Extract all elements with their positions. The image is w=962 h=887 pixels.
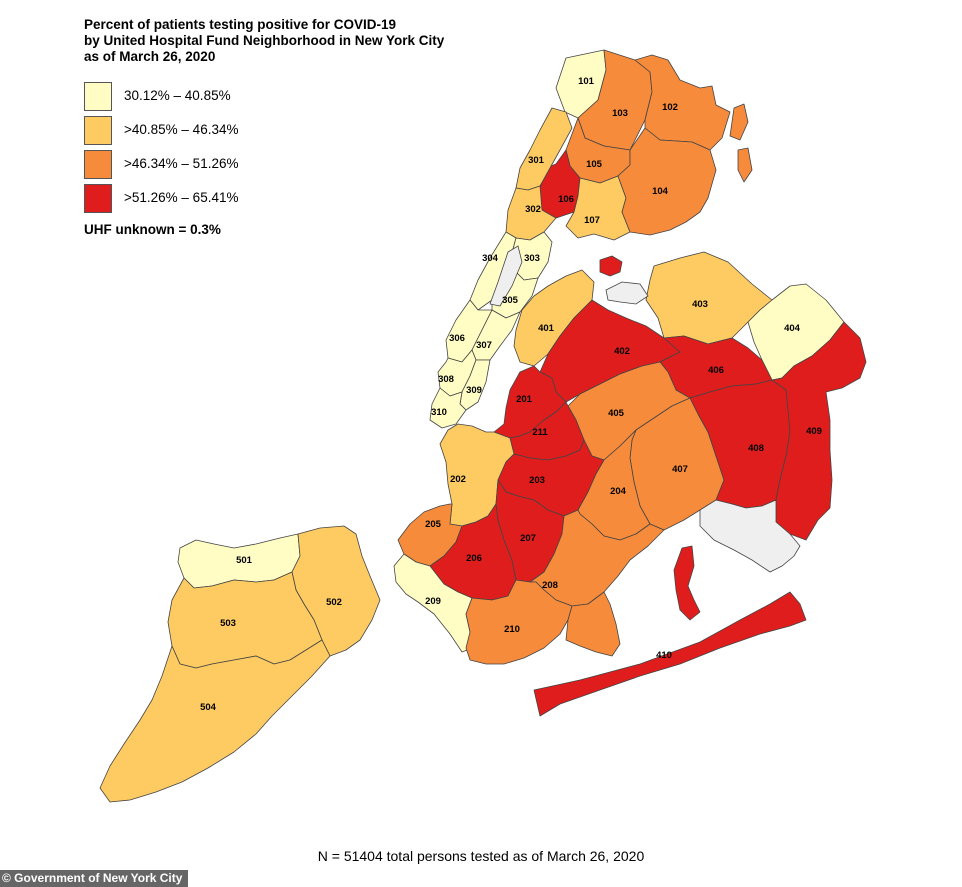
- label-401: 401: [538, 323, 555, 334]
- title-line-2: by United Hospital Fund Neighborhood in …: [84, 33, 445, 48]
- region-bronx-islands-2: [737, 147, 753, 183]
- label-504: 504: [200, 702, 217, 713]
- label-406: 406: [708, 365, 724, 376]
- region-bronx-islands: [729, 103, 749, 141]
- label-502: 502: [326, 597, 342, 608]
- region-rikers: [599, 255, 623, 277]
- label-107: 107: [584, 215, 600, 226]
- label-308: 308: [438, 374, 454, 385]
- label-207: 207: [520, 533, 536, 544]
- region-104: [617, 127, 717, 236]
- label-101: 101: [578, 76, 595, 87]
- map-title: Percent of patients testing positive for…: [84, 17, 444, 65]
- label-301: 301: [528, 155, 545, 166]
- label-104: 104: [652, 186, 669, 197]
- label-501: 501: [236, 555, 253, 566]
- label-405: 405: [608, 408, 625, 419]
- label-410: 410: [656, 650, 672, 661]
- uhf-unknown-note: UHF unknown = 0.3%: [84, 222, 221, 237]
- label-409: 409: [806, 426, 822, 437]
- label-305: 305: [502, 295, 519, 306]
- label-503: 503: [220, 618, 236, 629]
- label-105: 105: [586, 159, 603, 170]
- label-103: 103: [612, 108, 628, 119]
- no-data-jfk-airport: [699, 499, 801, 573]
- legend-swatch-2: [84, 116, 112, 145]
- image-credit: © Government of New York City: [0, 870, 189, 887]
- label-408: 408: [748, 443, 764, 454]
- region-210-east: [565, 591, 621, 657]
- label-205: 205: [425, 519, 442, 530]
- label-310: 310: [431, 407, 447, 418]
- label-309: 309: [466, 385, 482, 396]
- legend-swatch-1: [84, 82, 112, 111]
- label-208: 208: [542, 580, 558, 591]
- label-106: 106: [558, 194, 574, 205]
- region-409: [771, 321, 867, 541]
- title-line-1: Percent of patients testing positive for…: [84, 17, 397, 32]
- region-410-peninsula: [533, 591, 807, 717]
- label-307: 307: [476, 340, 492, 351]
- region-208: [529, 509, 665, 607]
- no-data-laguardia: [605, 281, 649, 305]
- label-203: 203: [529, 475, 545, 486]
- title-line-3: as of March 26, 2020: [84, 49, 216, 64]
- label-202: 202: [450, 474, 466, 485]
- legend-swatch-3: [84, 150, 112, 179]
- label-204: 204: [610, 486, 627, 497]
- legend-label-4: >51.26% – 65.41%: [124, 190, 239, 205]
- region-307: [471, 309, 521, 361]
- legend-label-2: >40.85% – 46.34%: [124, 122, 239, 137]
- region-403: [645, 251, 773, 345]
- label-302: 302: [525, 204, 541, 215]
- label-306: 306: [449, 333, 465, 344]
- footnote: N = 51404 total persons tested as of Mar…: [317, 848, 645, 864]
- legend-swatch-4: [84, 184, 112, 213]
- label-403: 403: [692, 299, 708, 310]
- legend-label-3: >46.34% – 51.26%: [124, 156, 239, 171]
- legend-label-1: 30.12% – 40.85%: [124, 88, 231, 103]
- region-504: [99, 639, 331, 803]
- label-102: 102: [662, 102, 678, 113]
- no-data-central-park: [489, 245, 523, 307]
- label-303: 303: [524, 253, 540, 264]
- label-304: 304: [482, 253, 499, 264]
- label-206: 206: [466, 553, 482, 564]
- region-410-island: [673, 545, 701, 621]
- label-211: 211: [532, 427, 548, 438]
- label-407: 407: [672, 464, 688, 475]
- region-310: [429, 387, 467, 429]
- label-210: 210: [504, 624, 520, 635]
- label-201: 201: [516, 394, 533, 405]
- region-210: [465, 579, 573, 665]
- label-402: 402: [614, 346, 630, 357]
- region-102: [634, 54, 731, 151]
- label-404: 404: [784, 323, 801, 334]
- label-209: 209: [425, 596, 441, 607]
